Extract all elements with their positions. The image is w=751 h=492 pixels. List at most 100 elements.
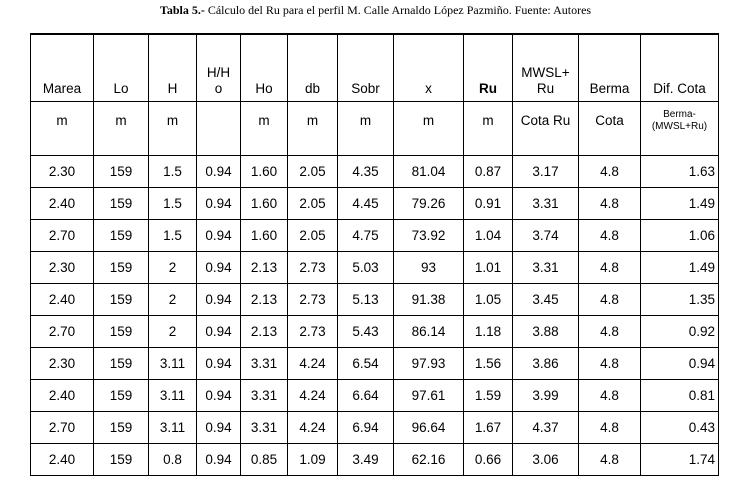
table-cell: 3.49 bbox=[337, 443, 394, 476]
table-cell bbox=[30, 139, 94, 156]
table-cell: 97.61 bbox=[393, 379, 464, 412]
table-cell: 4.8 bbox=[578, 219, 641, 252]
table-cell: 1.63 bbox=[640, 155, 719, 188]
table-cell: 2 bbox=[148, 283, 197, 316]
table-body: Marea Lo H H/H o Ho db Sobr x Ru MWSL+ Ru Berma Dif… bbox=[30, 33, 719, 476]
table-cell: m bbox=[30, 101, 94, 139]
table-cell bbox=[148, 139, 197, 156]
table-cell: Berma bbox=[578, 33, 641, 102]
table-row: 2.40 159 0.8 0.94 0.85 1.09 3.49 62.16 0.66 3.06 4… bbox=[30, 443, 719, 476]
table-cell: db bbox=[287, 33, 338, 102]
caption-label: Tabla 5.- bbox=[159, 3, 205, 17]
table: Marea Lo H H/H o Ho db Sobr x Ru MWSL+ Ru Berma Dif… bbox=[30, 33, 719, 476]
table-cell: 0.81 bbox=[640, 379, 719, 412]
table-cell: 1.49 bbox=[640, 251, 719, 284]
table-cell: 0.94 bbox=[196, 187, 241, 220]
table-cell: 159 bbox=[93, 347, 149, 380]
table-cell: 4.45 bbox=[337, 187, 394, 220]
table-cell: 3.31 bbox=[240, 347, 288, 380]
table-cell: 3.11 bbox=[148, 411, 197, 444]
table-cell: 73.92 bbox=[393, 219, 464, 252]
table-cell: 0.87 bbox=[463, 155, 513, 188]
table-cell: 2.30 bbox=[30, 251, 94, 284]
table-cell: 1.5 bbox=[148, 155, 197, 188]
table-cell: 3.31 bbox=[240, 411, 288, 444]
table-cell: 3.17 bbox=[512, 155, 579, 188]
table-cell: 1.49 bbox=[640, 187, 719, 220]
table-cell: 93 bbox=[393, 251, 464, 284]
table-row: 2.40 159 1.5 0.94 1.60 2.05 4.45 79.26 0.91 3.31 4… bbox=[30, 187, 719, 220]
table-cell: 3.06 bbox=[512, 443, 579, 476]
table-cell bbox=[196, 139, 241, 156]
table-cell: MWSL+ Ru bbox=[512, 33, 579, 102]
table-cell: 1.04 bbox=[463, 219, 513, 252]
table-cell: 2.73 bbox=[287, 315, 338, 348]
table-cell: 2 bbox=[148, 251, 197, 284]
table-cell: 5.43 bbox=[337, 315, 394, 348]
table-cell: 2.30 bbox=[30, 155, 94, 188]
table-cell: 96.64 bbox=[393, 411, 464, 444]
table-cell: 159 bbox=[93, 443, 149, 476]
table-cell: Marea bbox=[30, 33, 94, 102]
table-cell: 1.06 bbox=[640, 219, 719, 252]
table-cell: 0.94 bbox=[196, 379, 241, 412]
table-cell: 2.05 bbox=[287, 155, 338, 188]
table-cell: Ru bbox=[463, 33, 513, 102]
table-cell: 3.31 bbox=[240, 379, 288, 412]
table-cell: 5.03 bbox=[337, 251, 394, 284]
table-cell: 79.26 bbox=[393, 187, 464, 220]
table-cell: m bbox=[287, 101, 338, 139]
table-cell: 159 bbox=[93, 379, 149, 412]
table-cell bbox=[640, 139, 719, 156]
table-cell: 3.31 bbox=[512, 187, 579, 220]
table-cell: 4.35 bbox=[337, 155, 394, 188]
table-cell: 4.24 bbox=[287, 347, 338, 380]
table-cell: m bbox=[337, 101, 394, 139]
table-cell: 0.94 bbox=[196, 251, 241, 284]
table-cell bbox=[393, 139, 464, 156]
table-cell: 2.40 bbox=[30, 443, 94, 476]
table-cell: 4.8 bbox=[578, 315, 641, 348]
table-cell: 3.11 bbox=[148, 379, 197, 412]
table-cell: 3.45 bbox=[512, 283, 579, 316]
table-row: 2.30 159 2 0.94 2.13 2.73 5.03 93 1.01 3.31 4.8 1.4… bbox=[30, 251, 719, 284]
table-cell: 1.5 bbox=[148, 219, 197, 252]
table-row: m m m m m m m m Cota Ru Cota Berma- (MWSL+Ru) bbox=[30, 101, 719, 139]
table-cell: 159 bbox=[93, 155, 149, 188]
table-cell: Dif. Cota bbox=[640, 33, 719, 102]
table-cell: 1.5 bbox=[148, 187, 197, 220]
table-cell: 0.94 bbox=[196, 283, 241, 316]
table-cell: 97.93 bbox=[393, 347, 464, 380]
table-cell: 6.94 bbox=[337, 411, 394, 444]
table-cell: 4.8 bbox=[578, 411, 641, 444]
table-cell: 3.88 bbox=[512, 315, 579, 348]
caption: Tabla 5.- Cálculo del Ru para el perfil M… bbox=[0, 3, 751, 18]
table-cell: 159 bbox=[93, 187, 149, 220]
table-cell: Sobr bbox=[337, 33, 394, 102]
table-cell: 0.94 bbox=[196, 315, 241, 348]
table-cell bbox=[512, 139, 579, 156]
table-cell: 4.37 bbox=[512, 411, 579, 444]
table-cell: Berma- (MWSL+Ru) bbox=[640, 101, 719, 139]
table-cell: 2 bbox=[148, 315, 197, 348]
table-cell: 4.75 bbox=[337, 219, 394, 252]
table-cell: 0.43 bbox=[640, 411, 719, 444]
table-cell: 6.64 bbox=[337, 379, 394, 412]
table-row: 2.70 159 2 0.94 2.13 2.73 5.43 86.14 1.18 3.88 4.8… bbox=[30, 315, 719, 348]
table-cell: 0.94 bbox=[196, 443, 241, 476]
table-cell: x bbox=[393, 33, 464, 102]
table-cell: 0.94 bbox=[640, 347, 719, 380]
table-cell: 1.35 bbox=[640, 283, 719, 316]
table-cell: 6.54 bbox=[337, 347, 394, 380]
table-cell: Cota bbox=[578, 101, 641, 139]
table-cell: 2.40 bbox=[30, 379, 94, 412]
table-cell: 159 bbox=[93, 251, 149, 284]
table-cell: 0.85 bbox=[240, 443, 288, 476]
table-cell: 0.91 bbox=[463, 187, 513, 220]
table-cell: 0.66 bbox=[463, 443, 513, 476]
table-cell: Lo bbox=[93, 33, 149, 102]
table-cell: 0.8 bbox=[148, 443, 197, 476]
table-row bbox=[30, 139, 719, 156]
table-row: 2.30 159 3.11 0.94 3.31 4.24 6.54 97.93 1.56 3.86… bbox=[30, 347, 719, 380]
